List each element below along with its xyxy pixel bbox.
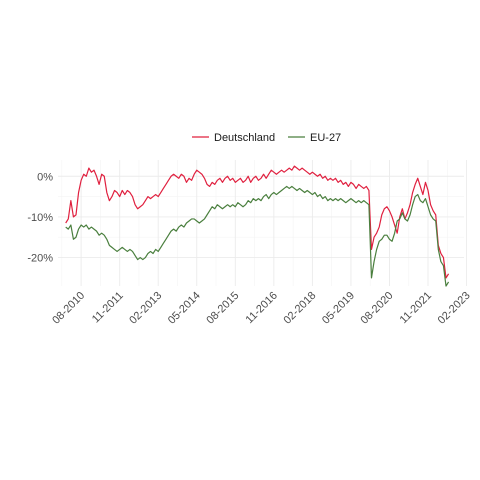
x-tick-label: 02-2013 xyxy=(127,290,164,327)
x-tick-label: 05-2014 xyxy=(166,290,203,327)
legend: Deutschland EU-27 xyxy=(192,132,341,144)
y-tick-label: -10% xyxy=(27,212,53,224)
x-tick-label: 08-2010 xyxy=(50,290,87,327)
y-tick-label: 0% xyxy=(37,171,53,183)
legend-label-deutschland: Deutschland xyxy=(214,132,275,144)
x-tick-label: 08-2020 xyxy=(359,290,396,327)
x-axis-ticks: 08-2010 11-2011 02-2013 05-2014 08-2015 11-20… xyxy=(50,290,472,327)
x-tick-label: 05-2019 xyxy=(320,290,357,327)
x-tick-label: 11-2011 xyxy=(90,290,126,326)
y-tick-label: -20% xyxy=(27,253,53,265)
y-axis-ticks: 0% -10% -20% xyxy=(27,171,53,264)
x-tick-label: 02-2018 xyxy=(281,290,318,327)
x-tick-label: 11-2016 xyxy=(244,290,280,326)
x-tick-label: 11-2021 xyxy=(398,290,434,326)
series-lines xyxy=(65,165,450,287)
grid xyxy=(58,160,468,286)
series-line-deutschland xyxy=(65,165,450,279)
x-tick-label: 02-2023 xyxy=(436,290,473,327)
x-tick-label: 08-2015 xyxy=(204,290,241,327)
series-line-eu27 xyxy=(65,185,450,287)
legend-label-eu27: EU-27 xyxy=(310,132,341,144)
